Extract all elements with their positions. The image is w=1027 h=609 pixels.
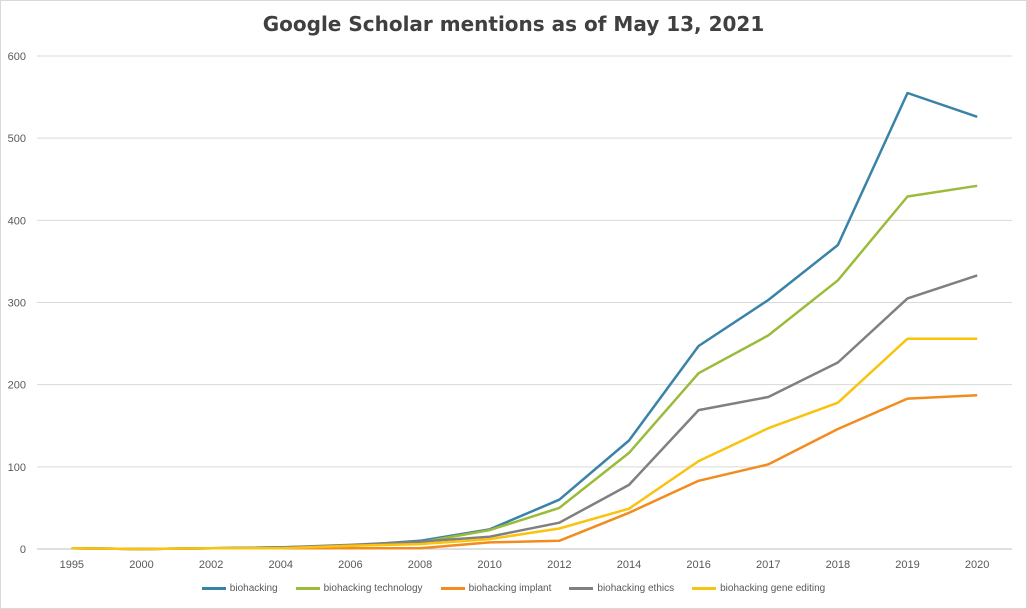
- y-tick-label: 500: [8, 133, 26, 145]
- x-axis-tick-labels: 1995 2000 2002 2004 2006 2008 2010 2012 2014 2016…: [60, 559, 990, 571]
- series-line-biohacking-gene-editing: [71, 337, 978, 551]
- x-tick-label: 2002: [199, 559, 223, 571]
- y-tick-label: 600: [8, 51, 26, 63]
- y-tick-label: 200: [8, 380, 26, 392]
- series-line-biohacking-ethics: [71, 274, 978, 551]
- x-tick-label: 2016: [686, 559, 710, 571]
- legend-swatch: [440, 587, 465, 590]
- x-tick-label: 2020: [965, 559, 989, 571]
- legend-swatch: [692, 587, 717, 590]
- x-tick-label: 2008: [408, 559, 432, 571]
- x-tick-label: 1995: [60, 559, 84, 571]
- x-tick-label: 2004: [269, 559, 293, 571]
- legend-item: biohacking implant: [440, 583, 552, 594]
- legend-label: biohacking gene editing: [720, 583, 826, 594]
- legend-item: biohacking gene editing: [692, 583, 825, 594]
- legend-swatch: [295, 587, 320, 590]
- legend-item: biohacking ethics: [569, 583, 674, 594]
- y-tick-label: 100: [8, 462, 26, 474]
- legend-label: biohacking: [229, 583, 278, 594]
- legend-label: biohacking technology: [323, 583, 423, 594]
- x-tick-label: 2018: [826, 559, 850, 571]
- y-tick-label: 0: [20, 544, 26, 556]
- x-tick-label: 2010: [477, 559, 501, 571]
- x-tick-label: 2000: [129, 559, 153, 571]
- y-axis-tick-labels: 0 100 200 300 400 500 600: [8, 51, 26, 556]
- x-tick-label: 2014: [617, 559, 641, 571]
- legend-item: biohacking technology: [295, 583, 423, 594]
- series-lines: [71, 91, 978, 551]
- x-tick-label: 2006: [338, 559, 362, 571]
- y-tick-label: 400: [8, 215, 26, 227]
- x-tick-label: 2017: [756, 559, 780, 571]
- chart-title: Google Scholar mentions as of May 13, 20…: [262, 12, 765, 36]
- legend: biohacking biohacking technology biohackin…: [0, 583, 1027, 594]
- series-line-biohacking-implant: [71, 394, 978, 551]
- legend-label: biohacking ethics: [597, 583, 675, 594]
- legend-label: biohacking implant: [468, 583, 552, 594]
- legend-swatch: [201, 587, 226, 590]
- legend-item: biohacking: [201, 583, 278, 594]
- series-line-biohacking: [71, 91, 978, 551]
- x-tick-label: 2019: [895, 559, 919, 571]
- gridlines: [37, 55, 1012, 550]
- y-tick-label: 300: [8, 298, 26, 310]
- legend-swatch: [569, 587, 594, 590]
- x-tick-label: 2012: [547, 559, 571, 571]
